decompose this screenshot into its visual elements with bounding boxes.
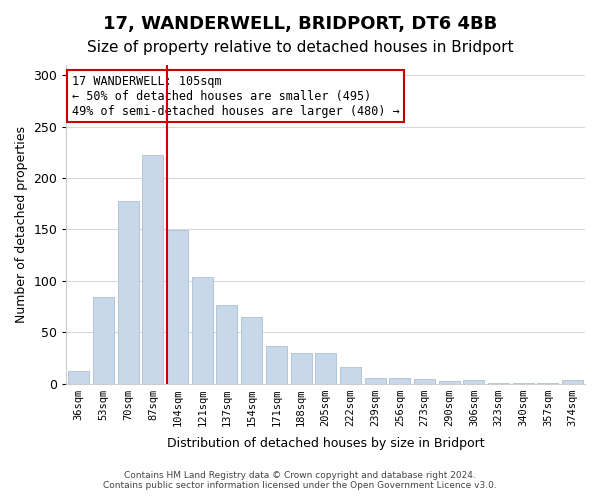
Bar	[562, 380, 583, 384]
Bar	[414, 380, 435, 384]
Text: Contains HM Land Registry data © Crown copyright and database right 2024.
Contai: Contains HM Land Registry data © Crown c…	[103, 470, 497, 490]
Bar	[463, 380, 484, 384]
Bar	[389, 378, 410, 384]
Y-axis label: Number of detached properties: Number of detached properties	[15, 126, 28, 323]
Text: 17, WANDERWELL, BRIDPORT, DT6 4BB: 17, WANDERWELL, BRIDPORT, DT6 4BB	[103, 15, 497, 33]
Bar	[93, 297, 114, 384]
Bar	[118, 200, 139, 384]
Bar	[241, 316, 262, 384]
Bar	[68, 371, 89, 384]
Bar	[217, 306, 238, 384]
Bar	[340, 367, 361, 384]
Bar	[513, 382, 534, 384]
Bar	[290, 352, 311, 384]
Bar	[192, 276, 213, 384]
Bar	[266, 346, 287, 384]
Text: 17 WANDERWELL: 105sqm
← 50% of detached houses are smaller (495)
49% of semi-det: 17 WANDERWELL: 105sqm ← 50% of detached …	[71, 74, 400, 118]
Bar	[538, 382, 559, 384]
Bar	[142, 156, 163, 384]
X-axis label: Distribution of detached houses by size in Bridport: Distribution of detached houses by size …	[167, 437, 485, 450]
Bar	[365, 378, 386, 384]
Bar	[439, 382, 460, 384]
Bar	[488, 382, 509, 384]
Bar	[167, 230, 188, 384]
Text: Size of property relative to detached houses in Bridport: Size of property relative to detached ho…	[86, 40, 514, 55]
Bar	[315, 352, 336, 384]
